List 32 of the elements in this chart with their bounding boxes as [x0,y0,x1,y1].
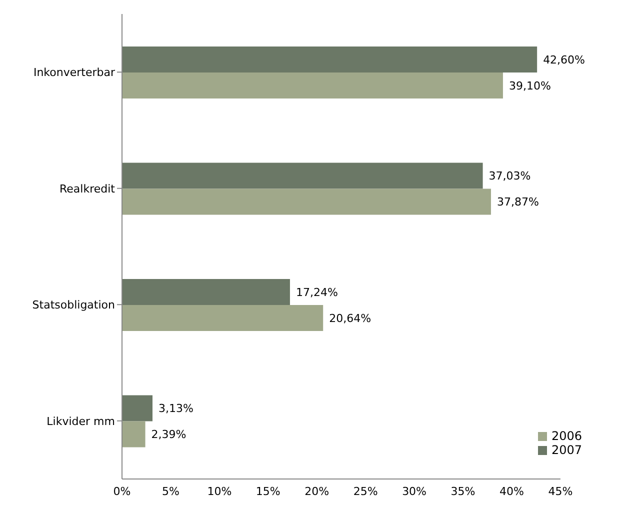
bar [122,279,290,306]
legend-label: 2006 [551,429,582,443]
x-tick-label: 15% [256,484,280,498]
bar [122,188,491,215]
x-tick-label: 5% [162,484,180,498]
x-tick-label: 35% [450,484,476,498]
y-tick-label: Realkredit [60,182,116,196]
data-label: 39,10% [508,79,551,92]
x-tick-label: 10% [207,484,232,498]
data-label: 37,87% [496,196,539,209]
x-tick-label: 30% [402,484,427,498]
bar [122,395,152,422]
bar [122,162,483,189]
data-label: 3,13% [158,402,194,416]
y-tick-label: Inkonverterbar [33,66,116,80]
x-tick-label: 40% [500,484,524,498]
legend-label: 2007 [551,443,582,457]
bar [122,72,503,99]
x-tick-label: 45% [548,484,573,498]
x-tick-label: 25% [353,484,378,498]
y-tick-label: Statsobligation [32,298,116,312]
x-tick-label: 0% [113,484,131,498]
data-label: 17,24% [296,286,338,299]
data-label: 2,39% [151,428,186,442]
bar [122,305,324,332]
data-label: 42,60% [543,53,586,66]
data-label: 20,64% [329,312,372,325]
bar [122,421,146,448]
data-label: 37,03% [488,170,531,183]
x-tick-label: 20% [304,484,330,498]
bar [122,46,538,73]
y-tick-label: Likvider mm [46,414,115,428]
